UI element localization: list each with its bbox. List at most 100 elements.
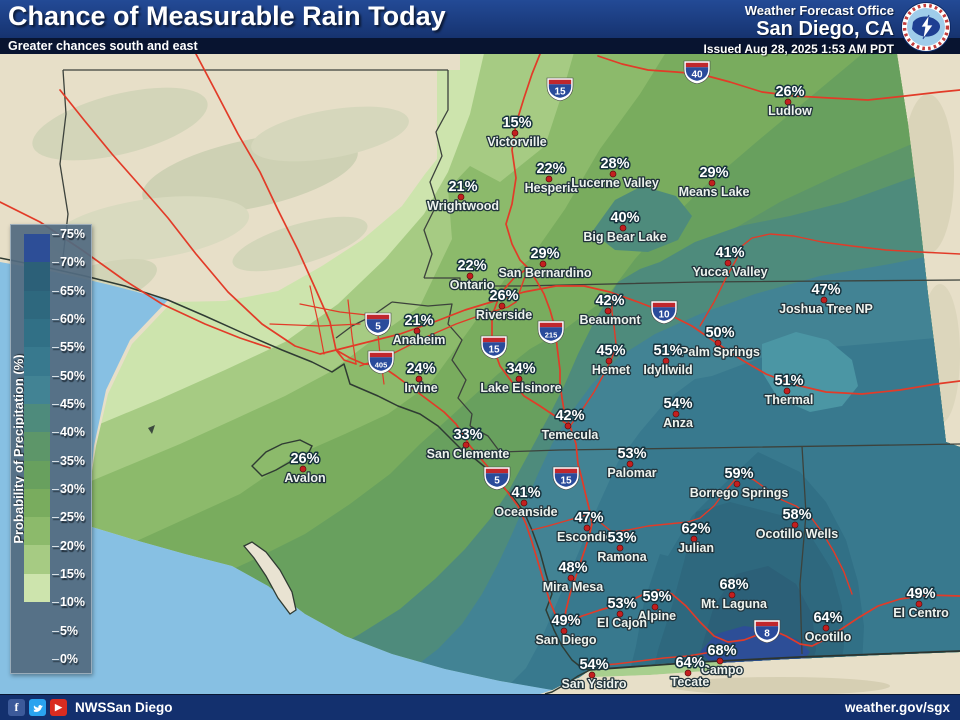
city-marker-dot [520, 499, 528, 507]
city-name: Means Lake [679, 185, 750, 199]
city-marker-dot [728, 591, 736, 599]
city-name: Avalon [284, 471, 325, 485]
pop-value: 53% [607, 596, 636, 612]
nws-logo [901, 2, 951, 52]
legend-cell-15-20 [24, 545, 50, 574]
legend-tick-label: –50% [52, 368, 85, 383]
pop-value: 41% [715, 245, 744, 261]
city-name: Hemet [592, 363, 631, 377]
pop-band-bigbear-patch [592, 186, 692, 252]
shield-number: 15 [560, 476, 572, 487]
pop-value: 62% [681, 521, 710, 537]
city-marker-dot [415, 375, 423, 383]
map-location-anaheim: 21% Anaheim [391, 312, 446, 349]
twitter-icon[interactable] [29, 699, 46, 716]
shield-number: 15 [488, 345, 500, 356]
map-location-julian: 62% Julian [677, 520, 716, 557]
pop-value: 22% [536, 161, 565, 177]
legend-cell-30-35 [24, 460, 50, 489]
city-marker-dot [822, 624, 830, 632]
legend-cell-40-45 [24, 403, 50, 433]
shield-number: 5 [375, 322, 381, 333]
city-name: Anza [663, 416, 694, 430]
map-location-san-ysidro: 54% San Ysidro [560, 656, 628, 693]
pop-value: 47% [574, 510, 603, 526]
city-name: Ludlow [768, 104, 812, 118]
city-marker-dot [708, 179, 716, 187]
map-location-escondido: 47% Escondido [556, 509, 623, 546]
map-location-beaumont: 42% Beaumont [578, 292, 643, 329]
city-name: Idyllwild [643, 363, 692, 377]
legend-cell-65-70 [24, 262, 50, 291]
city-marker-dot [413, 327, 421, 335]
legend-tick-label: –20% [52, 538, 85, 553]
interstate-shield-15: 15 [552, 466, 580, 491]
pop-value: 59% [724, 466, 753, 482]
interstate-shield-15: 15 [546, 77, 574, 102]
pop-value: 49% [906, 586, 935, 602]
legend-tick-label: –25% [52, 510, 85, 525]
map-location-el-cajon: 53% El Cajon [596, 595, 649, 632]
map-location-san-bernardino: 29% San Bernardino [497, 245, 593, 282]
city-marker-dot [714, 339, 722, 347]
site-url[interactable]: weather.gov/sgx [844, 700, 950, 715]
legend-tick-label: –35% [52, 453, 85, 468]
social-block: f ▶ NWSSan Diego [8, 699, 173, 716]
city-name: Mira Mesa [543, 580, 604, 594]
city-name: San Diego [535, 633, 596, 647]
city-marker-dot [604, 307, 612, 315]
city-marker-dot [915, 600, 923, 608]
shield-number: 10 [658, 310, 670, 321]
legend-tick-label: –40% [52, 425, 85, 440]
city-marker-dot [511, 129, 519, 137]
interstate-shield-15: 15 [480, 335, 508, 360]
issued-timestamp: Issued Aug 28, 2025 1:53 AM PDT [703, 42, 894, 56]
city-marker-dot [791, 521, 799, 529]
city-marker-dot [466, 272, 474, 280]
city-marker-dot [588, 671, 596, 679]
map-location-ontario: 22% Ontario [448, 257, 495, 294]
legend-cell-45-50 [24, 375, 50, 404]
legend-cell-70-75 [24, 234, 50, 263]
pop-value: 51% [774, 373, 803, 389]
map-location-hemet: 45% Hemet [591, 342, 633, 379]
nws-logo-ring-text [902, 3, 950, 51]
map-location-ludlow: 26% Ludlow [767, 83, 814, 120]
map-location-mira-mesa: 48% Mira Mesa [541, 559, 605, 596]
subtitle-bar [0, 38, 960, 54]
map-location-palm-springs: 50% Palm Springs [679, 324, 762, 361]
city-name: Alpine [638, 609, 676, 623]
legend-cell-35-40 [24, 432, 50, 461]
city-marker-dot [545, 175, 553, 183]
city-marker-dot [560, 627, 568, 635]
legend-tick-label: –65% [52, 283, 85, 298]
pop-value: 50% [705, 325, 734, 341]
ocean [0, 262, 552, 694]
pop-value: 21% [448, 179, 477, 195]
map-location-palomar: 53% Palomar [606, 445, 658, 482]
pop-value: 40% [610, 210, 639, 226]
nws-logo-lightning-bolt [920, 14, 934, 40]
city-name: San Bernardino [498, 266, 591, 280]
office-name: San Diego, CA [756, 18, 894, 40]
city-marker-dot [567, 574, 575, 582]
legend-tick-label: –45% [52, 396, 85, 411]
map-location-anza: 54% Anza [662, 395, 696, 432]
header-banner: Chance of Measurable Rain Today Greater … [0, 0, 960, 56]
pop-value: 48% [558, 560, 587, 576]
legend-cell-60-65 [24, 290, 50, 319]
city-marker-dot [783, 387, 791, 395]
city-marker-dot [299, 465, 307, 473]
city-marker-dot [462, 441, 470, 449]
facebook-icon[interactable]: f [8, 699, 25, 716]
city-marker-dot [651, 603, 659, 611]
city-marker-dot [609, 170, 617, 178]
city-name: Hesperia [525, 181, 579, 195]
city-name: Riverside [476, 308, 532, 322]
city-name: Ontario [450, 278, 495, 292]
city-name: Anaheim [393, 333, 446, 347]
city-name: Wrightwood [427, 199, 499, 213]
youtube-icon[interactable]: ▶ [50, 699, 67, 716]
legend-tick-label: –70% [52, 255, 85, 270]
